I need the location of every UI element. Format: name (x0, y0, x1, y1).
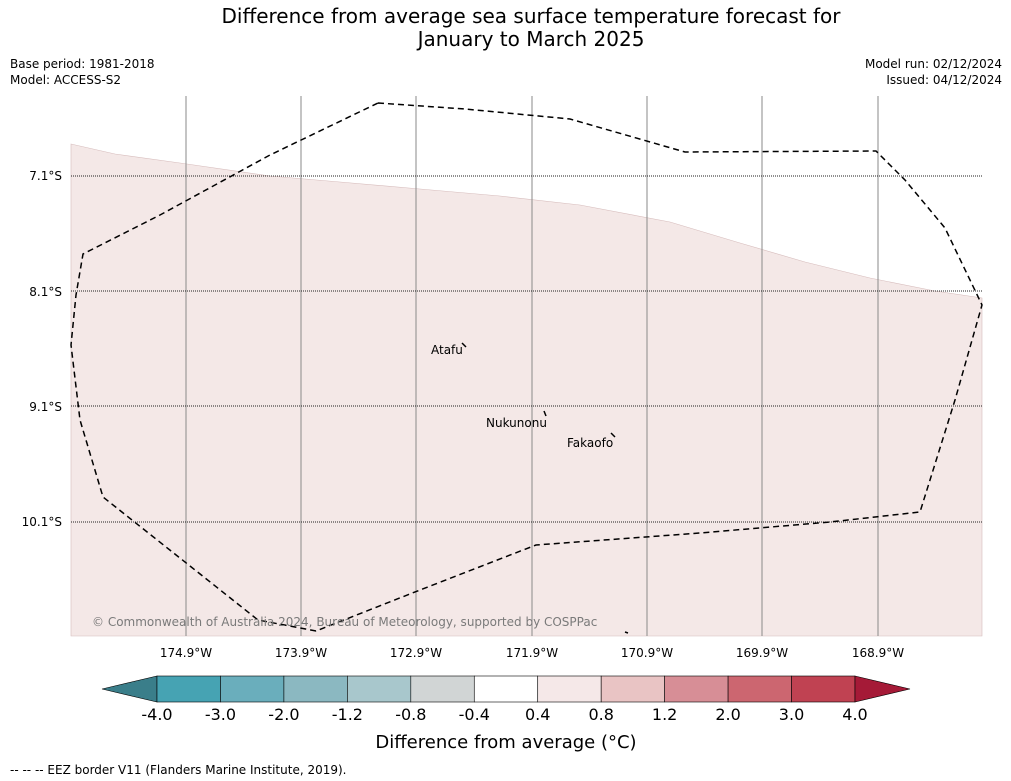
colorbar-tick-label: 0.8 (588, 705, 614, 724)
lon-label-168-9: 168.9°W (851, 646, 905, 660)
eez-border (70, 102, 983, 632)
fakaofo-island-mark (610, 432, 616, 438)
colorbar-segment (156, 675, 221, 703)
lon-label-174-9: 174.9°W (159, 646, 213, 660)
colorbar-tick-label: -2.0 (268, 705, 300, 724)
lat-label-10-1: 10.1°S (21, 515, 62, 529)
colorbar-tick-label: -0.8 (395, 705, 427, 724)
colorbar-segment (347, 675, 412, 703)
base-period: Base period: 1981-2018 (10, 57, 155, 71)
lat-label-8-1: 8.1°S (29, 285, 62, 299)
lon-label-170-9: 170.9°W (620, 646, 674, 660)
lat-label-7-1: 7.1°S (29, 169, 62, 183)
lon-label-169-9: 169.9°W (735, 646, 789, 660)
colorbar-tick-label: -1.2 (331, 705, 363, 724)
copyright-credit: © Commonwealth of Australia 2024, Bureau… (92, 615, 597, 629)
colorbar-label: Difference from average (°C) (375, 732, 637, 753)
colorbar-tick-label: 2.0 (715, 705, 741, 724)
lon-label-171-9: 171.9°W (505, 646, 559, 660)
colorbar-extend-high (854, 675, 911, 703)
lon-label-173-9: 173.9°W (274, 646, 328, 660)
colorbar-segment (537, 675, 602, 703)
colorbar-tick-label: 4.0 (842, 705, 868, 724)
colorbar-segment (600, 675, 665, 703)
colorbar-segment (410, 675, 475, 703)
place-label-nukunonu: Nukunonu (486, 416, 547, 430)
eez-footnote: -- -- -- EEZ border V11 (Flanders Marine… (10, 763, 347, 777)
longitude-gridlines (185, 96, 879, 636)
colorbar-tick-label: 3.0 (778, 705, 805, 724)
meta-right: Model run: 02/12/2024 Issued: 04/12/2024 (865, 56, 1002, 88)
colorbar-segment (664, 675, 729, 703)
place-label-atafu: Atafu (431, 343, 463, 357)
colorbar-tick-label: 0.4 (524, 705, 551, 724)
colorbar-segment (220, 675, 285, 703)
nukunonu-island-mark (543, 410, 547, 417)
colorbar-extend-low (101, 675, 158, 703)
title-line-2: January to March 2025 (417, 27, 645, 51)
meta-left: Base period: 1981-2018 Model: ACCESS-S2 (10, 56, 155, 88)
title-line-1: Difference from average sea surface temp… (221, 4, 841, 28)
issued-date: Issued: 04/12/2024 (886, 73, 1002, 87)
colorbar-segment (473, 675, 539, 703)
colorbar (101, 675, 911, 703)
atafu-island-mark (461, 342, 467, 348)
colorbar-tick-label: 1.2 (651, 705, 678, 724)
model-run: Model run: 02/12/2024 (864, 57, 1002, 71)
lon-label-172-9: 172.9°W (389, 646, 443, 660)
map-title: Difference from average sea surface temp… (0, 5, 1011, 51)
colorbar-segment (791, 675, 856, 703)
colorbar-tick-label: -3.0 (204, 705, 237, 724)
lat-label-9-1: 9.1°S (29, 400, 62, 414)
model-name: Model: ACCESS-S2 (10, 73, 122, 87)
colorbar-segment (727, 675, 792, 703)
place-label-fakaofo: Fakaofo (567, 436, 613, 450)
colorbar-tick-label: -4.0 (141, 705, 173, 724)
colorbar-tick-label: -0.4 (458, 705, 490, 724)
small-island-mark (624, 631, 629, 634)
colorbar-segment (283, 675, 348, 703)
